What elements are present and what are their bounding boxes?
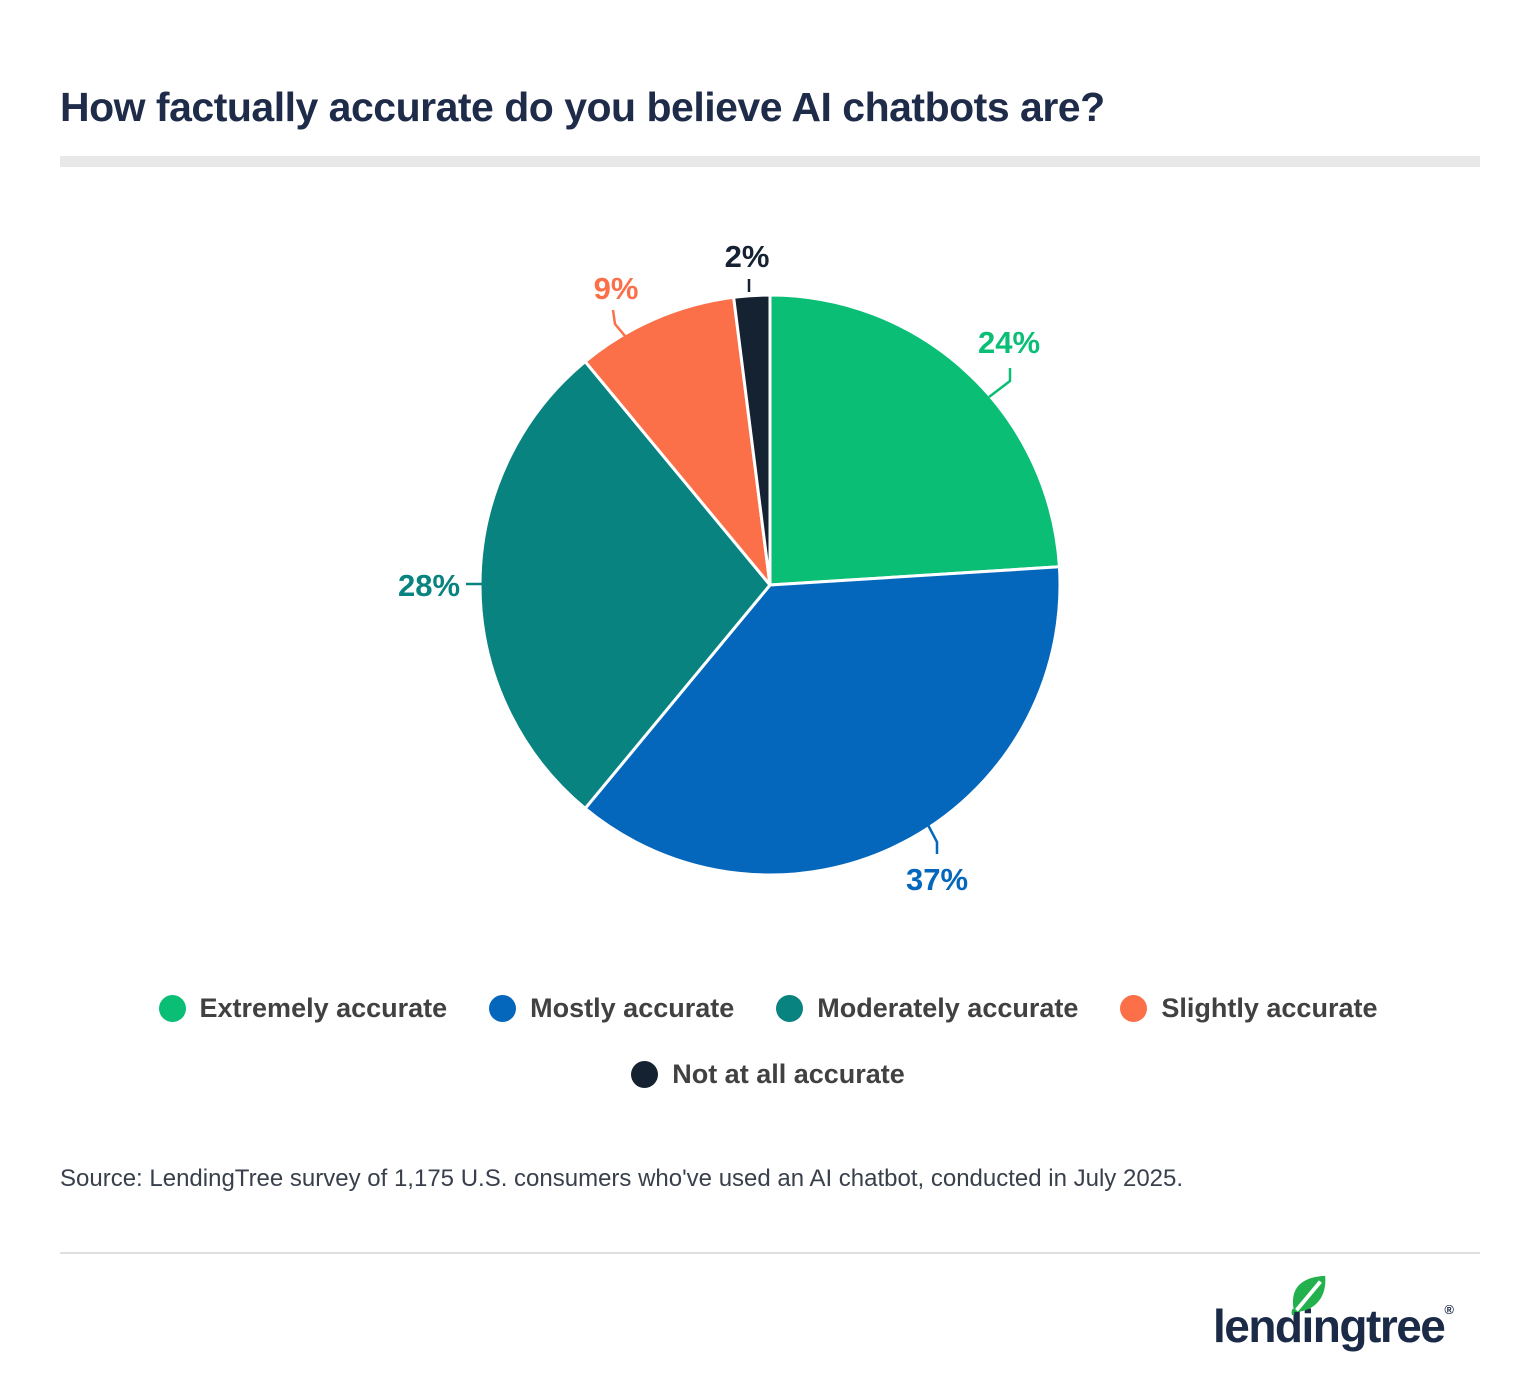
legend-dot-moderately-accurate	[776, 995, 804, 1022]
pie-label-mostly-accurate: 37%	[906, 862, 968, 897]
legend-row-2: Not at all accurate	[0, 1059, 1536, 1090]
title-divider	[60, 156, 1480, 167]
legend-item-extremely-accurate: Extremely accurate	[158, 993, 448, 1024]
pie-label-slightly-accurate: 9%	[594, 271, 639, 306]
footer-divider	[60, 1252, 1480, 1254]
lendingtree-logo: lendingtree®	[1212, 1275, 1454, 1352]
legend-dot-slightly-accurate	[1120, 995, 1148, 1022]
pie-leader-mostly-accurate	[925, 822, 939, 854]
legend-dot-not-at-all-accurate	[631, 1061, 659, 1088]
pie-slice-slightly-accurate	[583, 295, 772, 587]
pie-slice-extremely-accurate	[768, 293, 1061, 587]
legend-label-slightly-accurate: Slightly accurate	[1161, 993, 1378, 1023]
legend-label-not-at-all-accurate: Not at all accurate	[672, 1059, 905, 1089]
pie-label-moderately-accurate: 28%	[398, 568, 460, 603]
legend-dot-extremely-accurate	[158, 995, 186, 1022]
legend-item-mostly-accurate: Mostly accurate	[489, 993, 734, 1024]
legend-row-1: Extremely accurate Mostly accurate Moderat…	[0, 993, 1536, 1024]
pie-slice-not-at-all-accurate	[732, 293, 772, 587]
legend-label-moderately-accurate: Moderately accurate	[817, 993, 1079, 1023]
legend-item-not-at-all-accurate: Not at all accurate	[631, 1059, 905, 1090]
registered-mark: ®	[1444, 1302, 1454, 1317]
pie-label-extremely-accurate: 24%	[978, 325, 1040, 360]
pie-leader-extremely-accurate	[988, 368, 1012, 398]
legend-label-mostly-accurate: Mostly accurate	[530, 993, 735, 1023]
chart-title: How factually accurate do you believe AI…	[60, 84, 1105, 130]
source-text: Source: LendingTree survey of 1,175 U.S.…	[60, 1165, 1184, 1192]
pie-label-not-at-all-accurate: 2%	[725, 239, 770, 274]
legend-label-extremely-accurate: Extremely accurate	[199, 993, 448, 1023]
legend-item-slightly-accurate: Slightly accurate	[1120, 993, 1377, 1024]
legend-dot-mostly-accurate	[489, 995, 517, 1022]
pie-leader-slightly-accurate	[611, 309, 626, 337]
legend-item-moderately-accurate: Moderately accurate	[776, 993, 1078, 1024]
pie-slice-mostly-accurate	[583, 565, 1062, 877]
logo-text: lendingtree	[1212, 1300, 1446, 1352]
leaf-icon	[1291, 1275, 1326, 1315]
